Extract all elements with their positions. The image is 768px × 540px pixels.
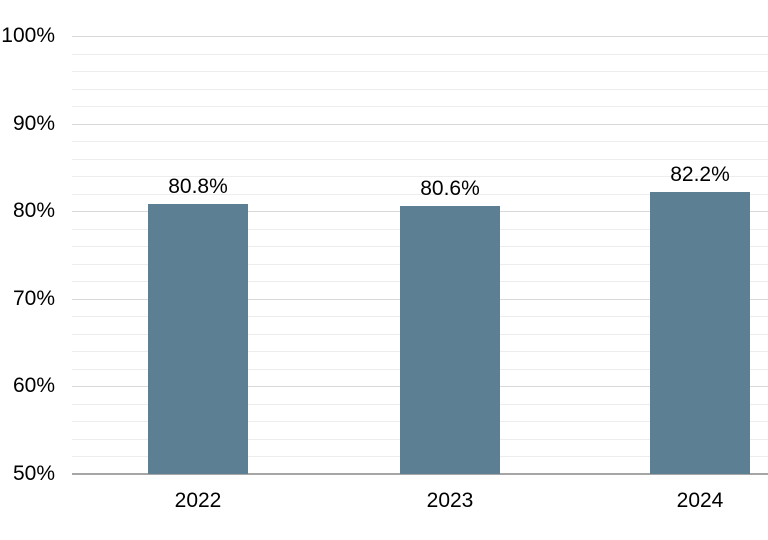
x-tick-label: 2022 xyxy=(174,489,222,512)
x-tick-label: 2023 xyxy=(426,489,474,512)
minor-gridline xyxy=(72,89,768,90)
minor-gridline xyxy=(72,71,768,72)
minor-gridline xyxy=(72,141,768,142)
bar-2022 xyxy=(148,204,248,474)
bar-2023 xyxy=(400,206,500,474)
y-tick-label: 50% xyxy=(12,462,55,485)
x-axis-line xyxy=(72,473,768,475)
major-gridline xyxy=(72,36,768,37)
minor-gridline xyxy=(72,194,768,195)
bar-value-label: 82.2% xyxy=(670,163,730,186)
x-tick-label: 2024 xyxy=(676,489,724,512)
bar-value-label: 80.6% xyxy=(420,177,480,200)
minor-gridline xyxy=(72,176,768,177)
y-tick-label: 70% xyxy=(12,287,55,310)
minor-gridline xyxy=(72,106,768,107)
bar-2024 xyxy=(650,192,750,474)
minor-gridline xyxy=(72,54,768,55)
y-tick-label: 100% xyxy=(1,24,55,47)
y-tick-label: 90% xyxy=(12,112,55,135)
minor-gridline xyxy=(72,159,768,160)
major-gridline xyxy=(72,124,768,125)
y-tick-label: 80% xyxy=(12,199,55,222)
y-tick-label: 60% xyxy=(12,374,55,397)
bar-value-label: 80.8% xyxy=(168,175,228,198)
